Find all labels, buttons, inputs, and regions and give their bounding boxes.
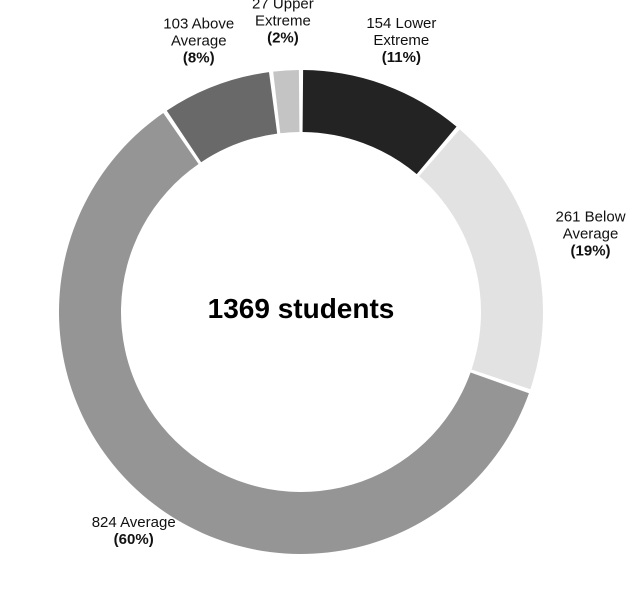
center-total-label: 1369 students bbox=[208, 293, 395, 324]
slice-label-text: Extreme bbox=[373, 32, 429, 49]
slice-label-text: Average bbox=[563, 225, 619, 242]
slice-average bbox=[59, 113, 529, 554]
slice-label-text: 261 Below bbox=[555, 208, 625, 225]
slice-lower-extreme bbox=[302, 70, 457, 175]
slice-label-text: 154 Lower bbox=[366, 15, 436, 32]
slice-label-text: 27 Upper bbox=[252, 0, 314, 13]
slice-percent-label: (11%) bbox=[382, 49, 421, 66]
label-average: 824 Average(60%) bbox=[92, 514, 176, 548]
slice-label-text: Extreme bbox=[255, 13, 311, 30]
slice-percent-label: (60%) bbox=[114, 531, 154, 548]
slice-percent-label: (8%) bbox=[183, 50, 215, 67]
slice-percent-label: (19%) bbox=[571, 242, 611, 259]
slice-below-average bbox=[419, 129, 543, 390]
slice-label-text: Average bbox=[171, 33, 227, 50]
slice-upper-extreme bbox=[273, 70, 300, 134]
slice-above-average bbox=[166, 72, 278, 163]
slice-label-text: 103 Above bbox=[163, 16, 234, 33]
slice-percent-label: (2%) bbox=[267, 30, 299, 47]
slice-label-text: 824 Average bbox=[92, 514, 176, 531]
slices-group bbox=[59, 70, 543, 554]
